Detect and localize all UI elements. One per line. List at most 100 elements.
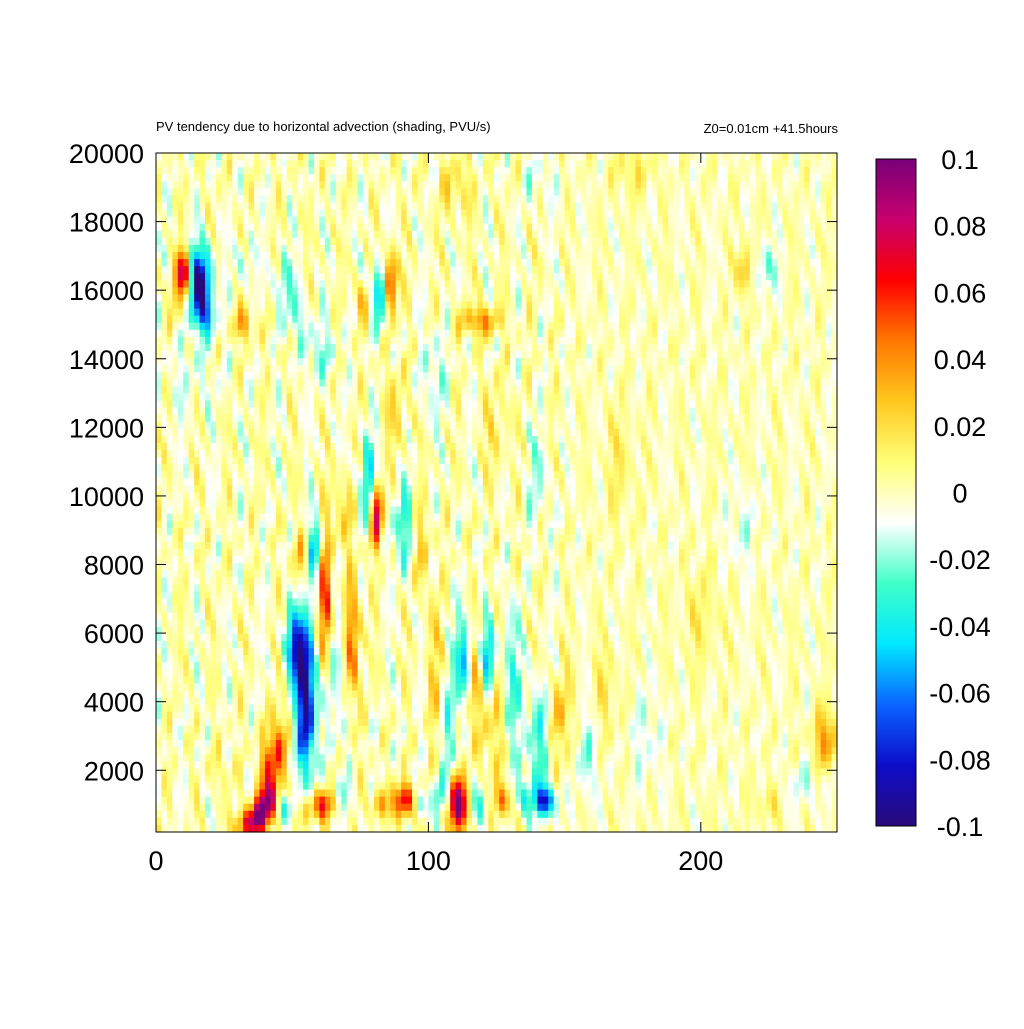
heatmap-cell xyxy=(161,322,168,331)
heatmap-cell xyxy=(324,195,331,204)
heatmap-cell xyxy=(417,202,424,211)
heatmap-cell xyxy=(744,407,751,416)
heatmap-cell xyxy=(346,343,353,352)
heatmap-cell xyxy=(597,209,604,218)
heatmap-cell xyxy=(297,174,304,182)
heatmap-cell xyxy=(417,336,424,345)
heatmap-cell xyxy=(259,414,266,423)
heatmap-cell xyxy=(510,195,517,204)
heatmap-cell xyxy=(624,308,631,317)
heatmap-cell xyxy=(749,393,756,402)
heatmap-cell xyxy=(749,280,756,288)
heatmap-cell xyxy=(232,414,239,423)
heatmap-cell xyxy=(379,343,386,352)
heatmap-cell xyxy=(292,379,299,387)
heatmap-cell xyxy=(722,358,729,366)
heatmap-cell xyxy=(820,237,827,246)
heatmap-cell xyxy=(215,393,222,402)
heatmap-cell xyxy=(439,336,446,345)
heatmap-cell xyxy=(444,301,451,310)
heatmap-cell xyxy=(575,329,582,338)
heatmap-cell xyxy=(286,252,293,260)
heatmap-cell xyxy=(368,195,375,204)
heatmap-cell xyxy=(542,230,549,239)
heatmap-cell xyxy=(608,407,615,416)
heatmap-cell xyxy=(417,209,424,218)
heatmap-cell xyxy=(346,153,353,161)
heatmap-cell xyxy=(668,428,675,437)
heatmap-cell xyxy=(586,252,593,260)
heatmap-cell xyxy=(580,343,587,352)
heatmap-cell xyxy=(766,315,773,324)
heatmap-cell xyxy=(188,153,195,161)
heatmap-cell xyxy=(444,188,451,197)
heatmap-cell xyxy=(733,358,740,366)
heatmap-cell xyxy=(684,174,691,182)
heatmap-cell xyxy=(548,315,555,324)
heatmap-cell xyxy=(657,421,664,430)
heatmap-cell xyxy=(826,358,833,366)
heatmap-cell xyxy=(401,386,408,395)
heatmap-cell xyxy=(281,386,288,395)
heatmap-cell xyxy=(771,414,778,423)
heatmap-cell xyxy=(428,160,435,168)
heatmap-cell xyxy=(384,379,391,387)
heatmap-cell xyxy=(700,315,707,324)
heatmap-cell xyxy=(570,400,577,409)
heatmap-cell xyxy=(782,252,789,260)
heatmap-cell xyxy=(341,202,348,211)
heatmap-cell xyxy=(679,428,686,437)
heatmap-cell xyxy=(662,315,669,324)
heatmap-cell xyxy=(406,358,413,366)
heatmap-cell xyxy=(248,174,255,182)
heatmap-cell xyxy=(597,393,604,402)
heatmap-cell xyxy=(275,230,282,239)
heatmap-cell xyxy=(537,181,544,189)
heatmap-cell xyxy=(782,414,789,423)
heatmap-cell xyxy=(820,421,827,430)
heatmap-cell xyxy=(477,167,484,175)
heatmap-cell xyxy=(188,414,195,423)
heatmap-cell xyxy=(564,266,571,274)
heatmap-cell xyxy=(521,252,528,260)
heatmap-cell xyxy=(232,244,239,253)
heatmap-cell xyxy=(804,365,811,373)
heatmap-cell xyxy=(662,379,669,387)
heatmap-cell xyxy=(188,273,195,281)
heatmap-cell xyxy=(352,386,359,395)
heatmap-cell xyxy=(428,428,435,437)
heatmap-cell xyxy=(711,386,718,395)
heatmap-cell xyxy=(482,301,489,310)
heatmap-cell xyxy=(199,301,206,310)
heatmap-cell xyxy=(673,400,680,409)
heatmap-cell xyxy=(515,407,522,416)
heatmap-cell xyxy=(531,301,538,310)
heatmap-cell xyxy=(728,421,735,430)
heatmap-cell xyxy=(728,322,735,331)
heatmap-cell xyxy=(619,315,626,324)
heatmap-cell xyxy=(243,358,250,366)
heatmap-cell xyxy=(766,202,773,211)
heatmap-cell xyxy=(635,407,642,416)
heatmap-cell xyxy=(651,372,658,380)
heatmap-cell xyxy=(717,223,724,232)
heatmap-cell xyxy=(602,188,609,197)
heatmap-cell xyxy=(662,259,669,267)
heatmap-cell xyxy=(324,428,331,437)
heatmap-cell xyxy=(243,343,250,352)
heatmap-cell xyxy=(831,280,838,288)
heatmap-cell xyxy=(793,358,800,366)
heatmap-cell xyxy=(161,400,168,409)
heatmap-cell xyxy=(537,223,544,232)
heatmap-cell xyxy=(493,237,500,246)
heatmap-cell xyxy=(793,153,800,161)
heatmap-cell xyxy=(493,280,500,288)
heatmap-cell xyxy=(570,160,577,168)
heatmap-cell xyxy=(722,393,729,402)
heatmap-cell xyxy=(695,237,702,246)
heatmap-cell xyxy=(406,244,413,253)
heatmap-cell xyxy=(308,287,315,296)
heatmap-cell xyxy=(537,301,544,310)
heatmap-cell xyxy=(722,181,729,189)
heatmap-cell xyxy=(613,421,620,430)
